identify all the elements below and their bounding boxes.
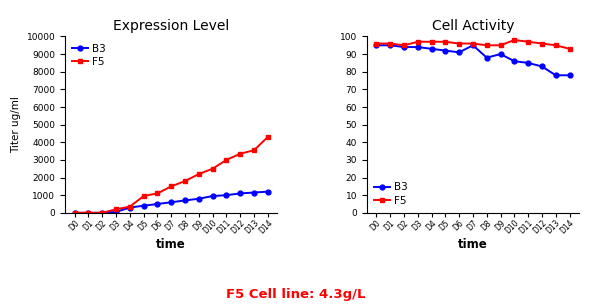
B3 [168, 200, 175, 204]
F5 [538, 42, 545, 45]
F5 [373, 42, 380, 45]
B3 [469, 43, 476, 47]
B3 [236, 192, 243, 195]
F5 [414, 40, 421, 43]
F5 [552, 43, 559, 47]
B3 [195, 197, 202, 201]
B3 [112, 210, 119, 214]
Legend: B3, F5: B3, F5 [70, 42, 108, 69]
B3 [71, 211, 78, 215]
B3 [99, 211, 106, 215]
B3 [456, 50, 463, 54]
B3 [223, 193, 230, 197]
Y-axis label: Titer ug/ml: Titer ug/ml [11, 96, 21, 153]
F5 [469, 42, 476, 45]
F5 [483, 43, 491, 47]
B3 [511, 59, 518, 63]
Title: Expression Level: Expression Level [113, 19, 229, 33]
B3 [442, 49, 449, 52]
B3 [538, 65, 545, 68]
B3 [525, 61, 532, 65]
F5 [209, 167, 216, 171]
B3 [497, 52, 504, 56]
B3 [154, 202, 161, 206]
B3 [140, 204, 147, 208]
B3 [209, 194, 216, 198]
F5 [264, 135, 271, 139]
F5 [168, 185, 175, 188]
F5 [251, 148, 258, 152]
B3 [181, 199, 189, 202]
Line: B3: B3 [72, 189, 270, 215]
B3 [373, 43, 380, 47]
X-axis label: time: time [157, 238, 186, 251]
B3 [251, 191, 258, 194]
F5 [71, 211, 78, 215]
F5 [525, 40, 532, 43]
F5 [112, 207, 119, 211]
B3 [85, 211, 92, 215]
F5 [99, 211, 106, 215]
F5 [85, 211, 92, 215]
F5 [401, 43, 408, 47]
F5 [428, 40, 435, 43]
F5 [181, 179, 189, 183]
B3 [126, 206, 134, 209]
F5 [456, 42, 463, 45]
F5 [566, 47, 573, 51]
F5 [223, 158, 230, 162]
Line: F5: F5 [72, 135, 270, 215]
Line: B3: B3 [374, 43, 572, 78]
B3 [387, 43, 394, 47]
Text: F5 Cell line: 4.3g/L: F5 Cell line: 4.3g/L [226, 288, 365, 301]
B3 [401, 45, 408, 49]
Line: F5: F5 [374, 38, 572, 51]
F5 [511, 38, 518, 42]
B3 [552, 74, 559, 77]
F5 [442, 40, 449, 43]
F5 [140, 194, 147, 198]
F5 [154, 192, 161, 195]
B3 [566, 74, 573, 77]
B3 [483, 56, 491, 60]
F5 [126, 205, 134, 209]
B3 [414, 45, 421, 49]
Legend: B3, F5: B3, F5 [372, 180, 410, 208]
B3 [264, 190, 271, 193]
F5 [387, 42, 394, 45]
X-axis label: time: time [458, 238, 488, 251]
F5 [236, 152, 243, 156]
Title: Cell Activity: Cell Activity [431, 19, 514, 33]
F5 [497, 43, 504, 47]
F5 [195, 172, 202, 176]
B3 [428, 47, 435, 51]
